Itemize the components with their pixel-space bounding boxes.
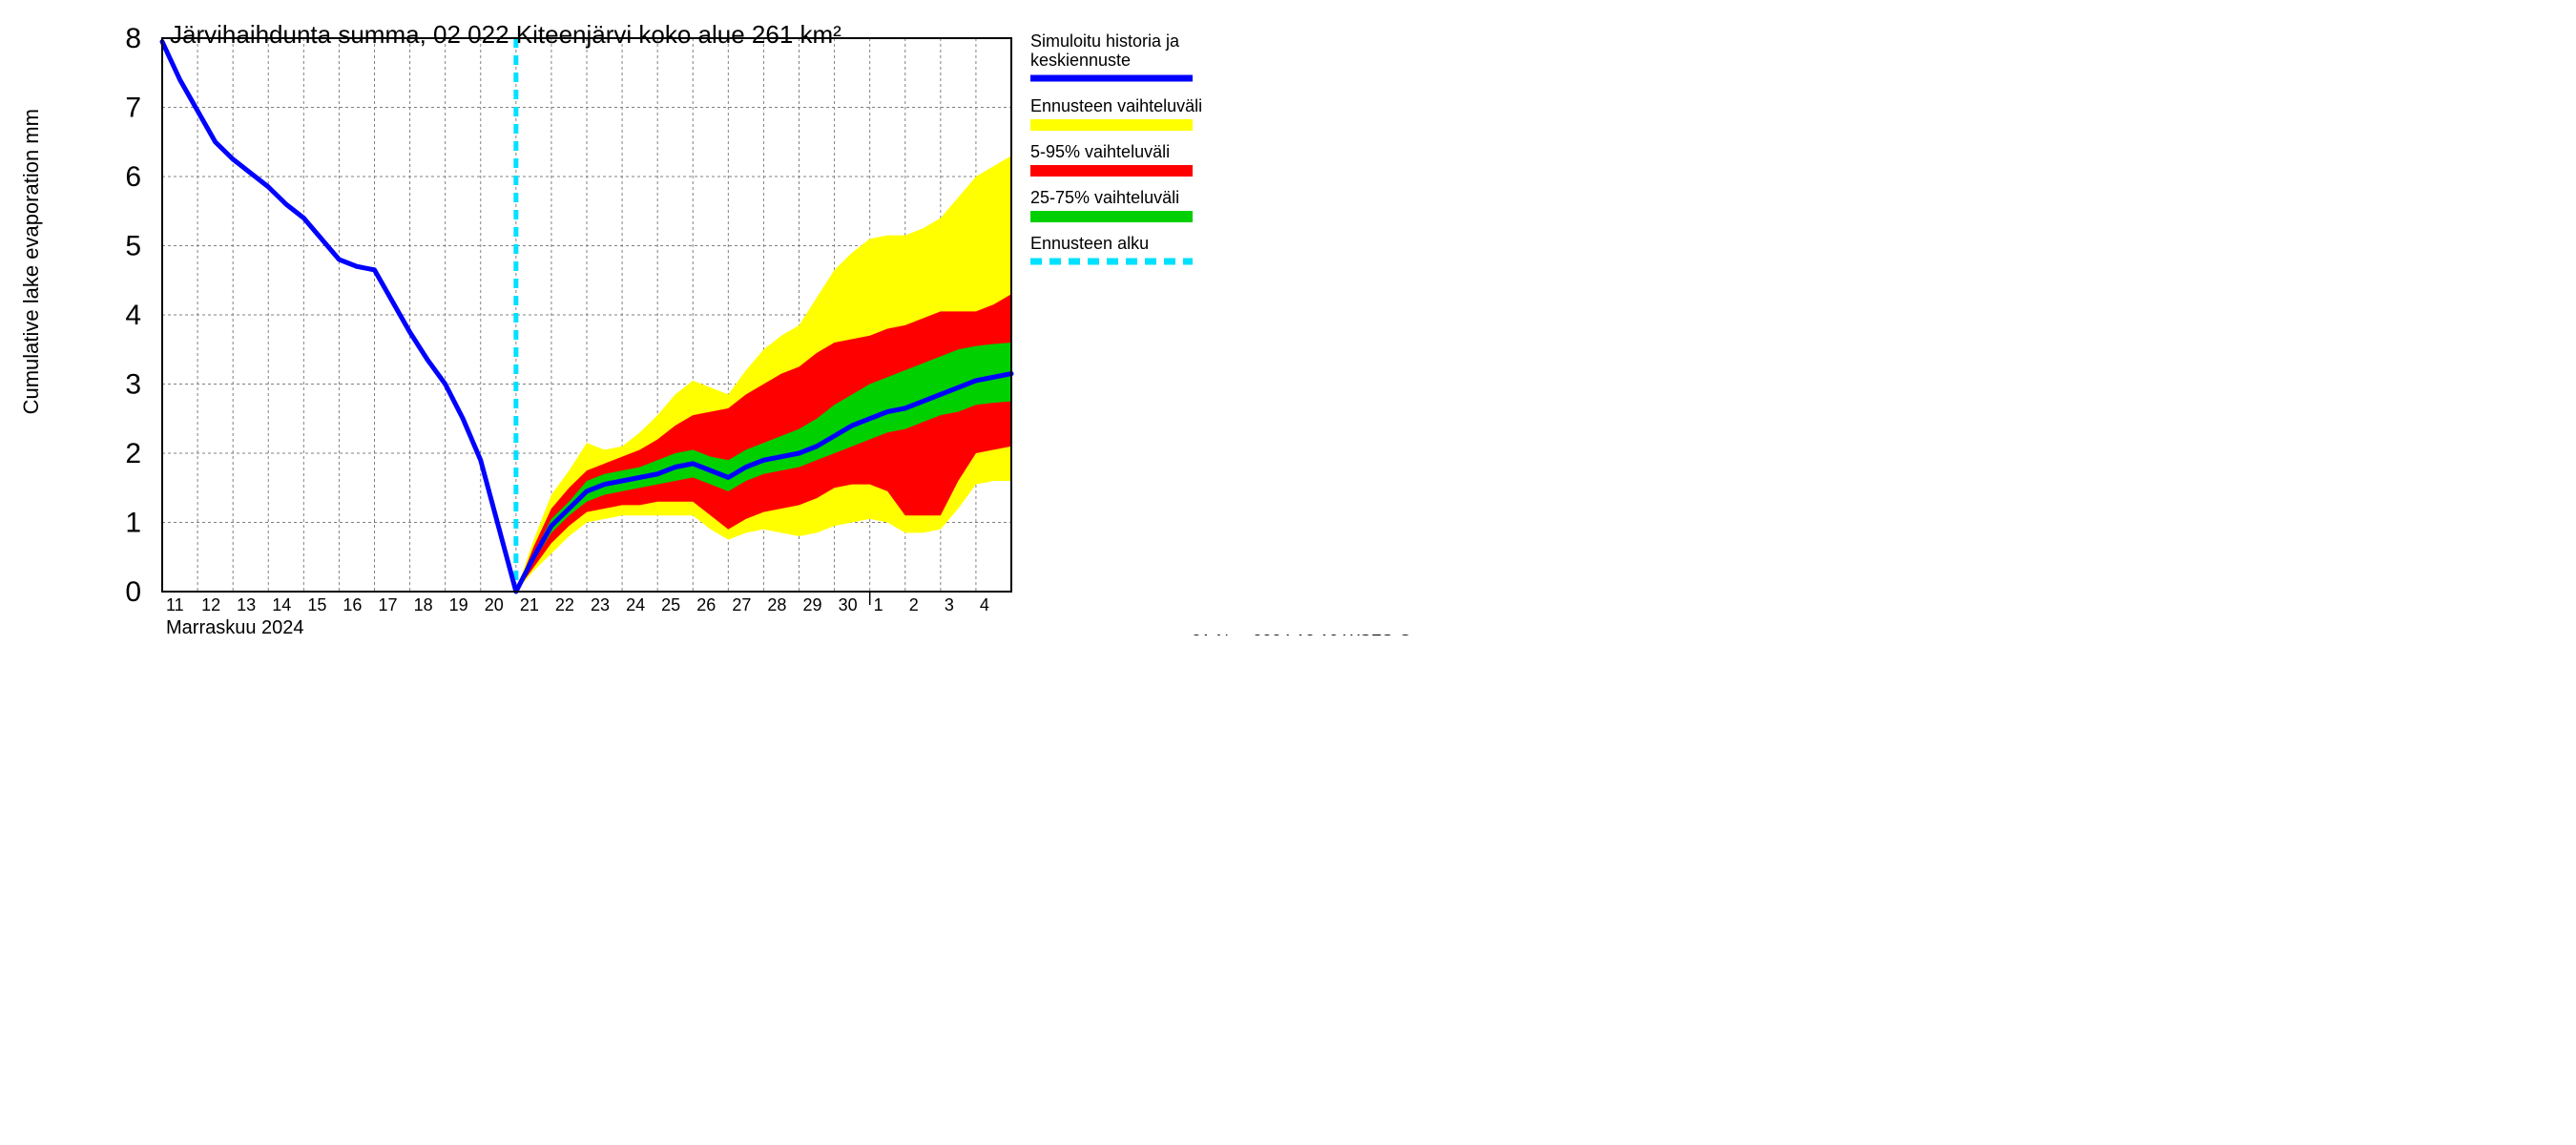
x-tick-label: 19 <box>449 595 468 614</box>
x-tick-label: 16 <box>343 595 362 614</box>
x-tick-label: 4 <box>980 595 989 614</box>
legend-label: Ennusteen vaihteluväli <box>1030 96 1202 115</box>
legend-swatch <box>1030 211 1193 222</box>
x-tick-label: 18 <box>414 595 433 614</box>
x-tick-label: 24 <box>626 595 645 614</box>
x-tick-label: 21 <box>520 595 539 614</box>
legend-label: 25-75% vaihteluväli <box>1030 188 1179 207</box>
y-tick-label: 2 <box>125 438 141 469</box>
legend-swatch <box>1030 119 1193 131</box>
x-tick-label: 22 <box>555 595 574 614</box>
legend-label: Ennusteen alku <box>1030 234 1149 253</box>
x-tick-label: 17 <box>379 595 398 614</box>
legend-label: 5-95% vaihteluväli <box>1030 142 1170 161</box>
x-tick-label: 27 <box>732 595 751 614</box>
x-tick-label: 20 <box>485 595 504 614</box>
x-tick-label: 25 <box>661 595 680 614</box>
x-tick-label: 13 <box>237 595 256 614</box>
chart-svg: 1112131415161718192021222324252627282930… <box>0 0 1431 635</box>
x-tick-label: 28 <box>767 595 786 614</box>
legend-swatch <box>1030 165 1193 177</box>
footer-timestamp: 21-Nov-2024 12:19 WSFS-O <box>1192 632 1412 635</box>
y-tick-label: 8 <box>125 23 141 54</box>
y-tick-label: 4 <box>125 300 141 331</box>
x-tick-label: 29 <box>803 595 822 614</box>
y-axis-label: Cumulative lake evaporation mm <box>19 109 43 414</box>
x-tick-label: 15 <box>307 595 326 614</box>
x-tick-label: 12 <box>201 595 220 614</box>
month-label-fi: Marraskuu 2024 <box>166 617 304 635</box>
legend-label: keskiennuste <box>1030 51 1131 70</box>
x-tick-label: 1 <box>874 595 883 614</box>
x-tick-label: 26 <box>696 595 716 614</box>
y-tick-label: 1 <box>125 508 141 539</box>
y-tick-label: 3 <box>125 369 141 401</box>
chart-container: 1112131415161718192021222324252627282930… <box>0 0 1431 635</box>
x-tick-label: 30 <box>839 595 858 614</box>
x-tick-label: 14 <box>272 595 291 614</box>
y-tick-label: 7 <box>125 93 141 124</box>
x-tick-label: 2 <box>909 595 919 614</box>
legend-label: Simuloitu historia ja <box>1030 31 1180 51</box>
y-tick-label: 0 <box>125 576 141 608</box>
x-tick-label: 23 <box>591 595 610 614</box>
y-tick-label: 5 <box>125 231 141 262</box>
chart-title: Järvihaihdunta summa, 02 022 Kiteenjärvi… <box>170 20 841 49</box>
y-tick-label: 6 <box>125 161 141 193</box>
x-tick-label: 11 <box>166 595 184 614</box>
x-tick-label: 3 <box>945 595 954 614</box>
